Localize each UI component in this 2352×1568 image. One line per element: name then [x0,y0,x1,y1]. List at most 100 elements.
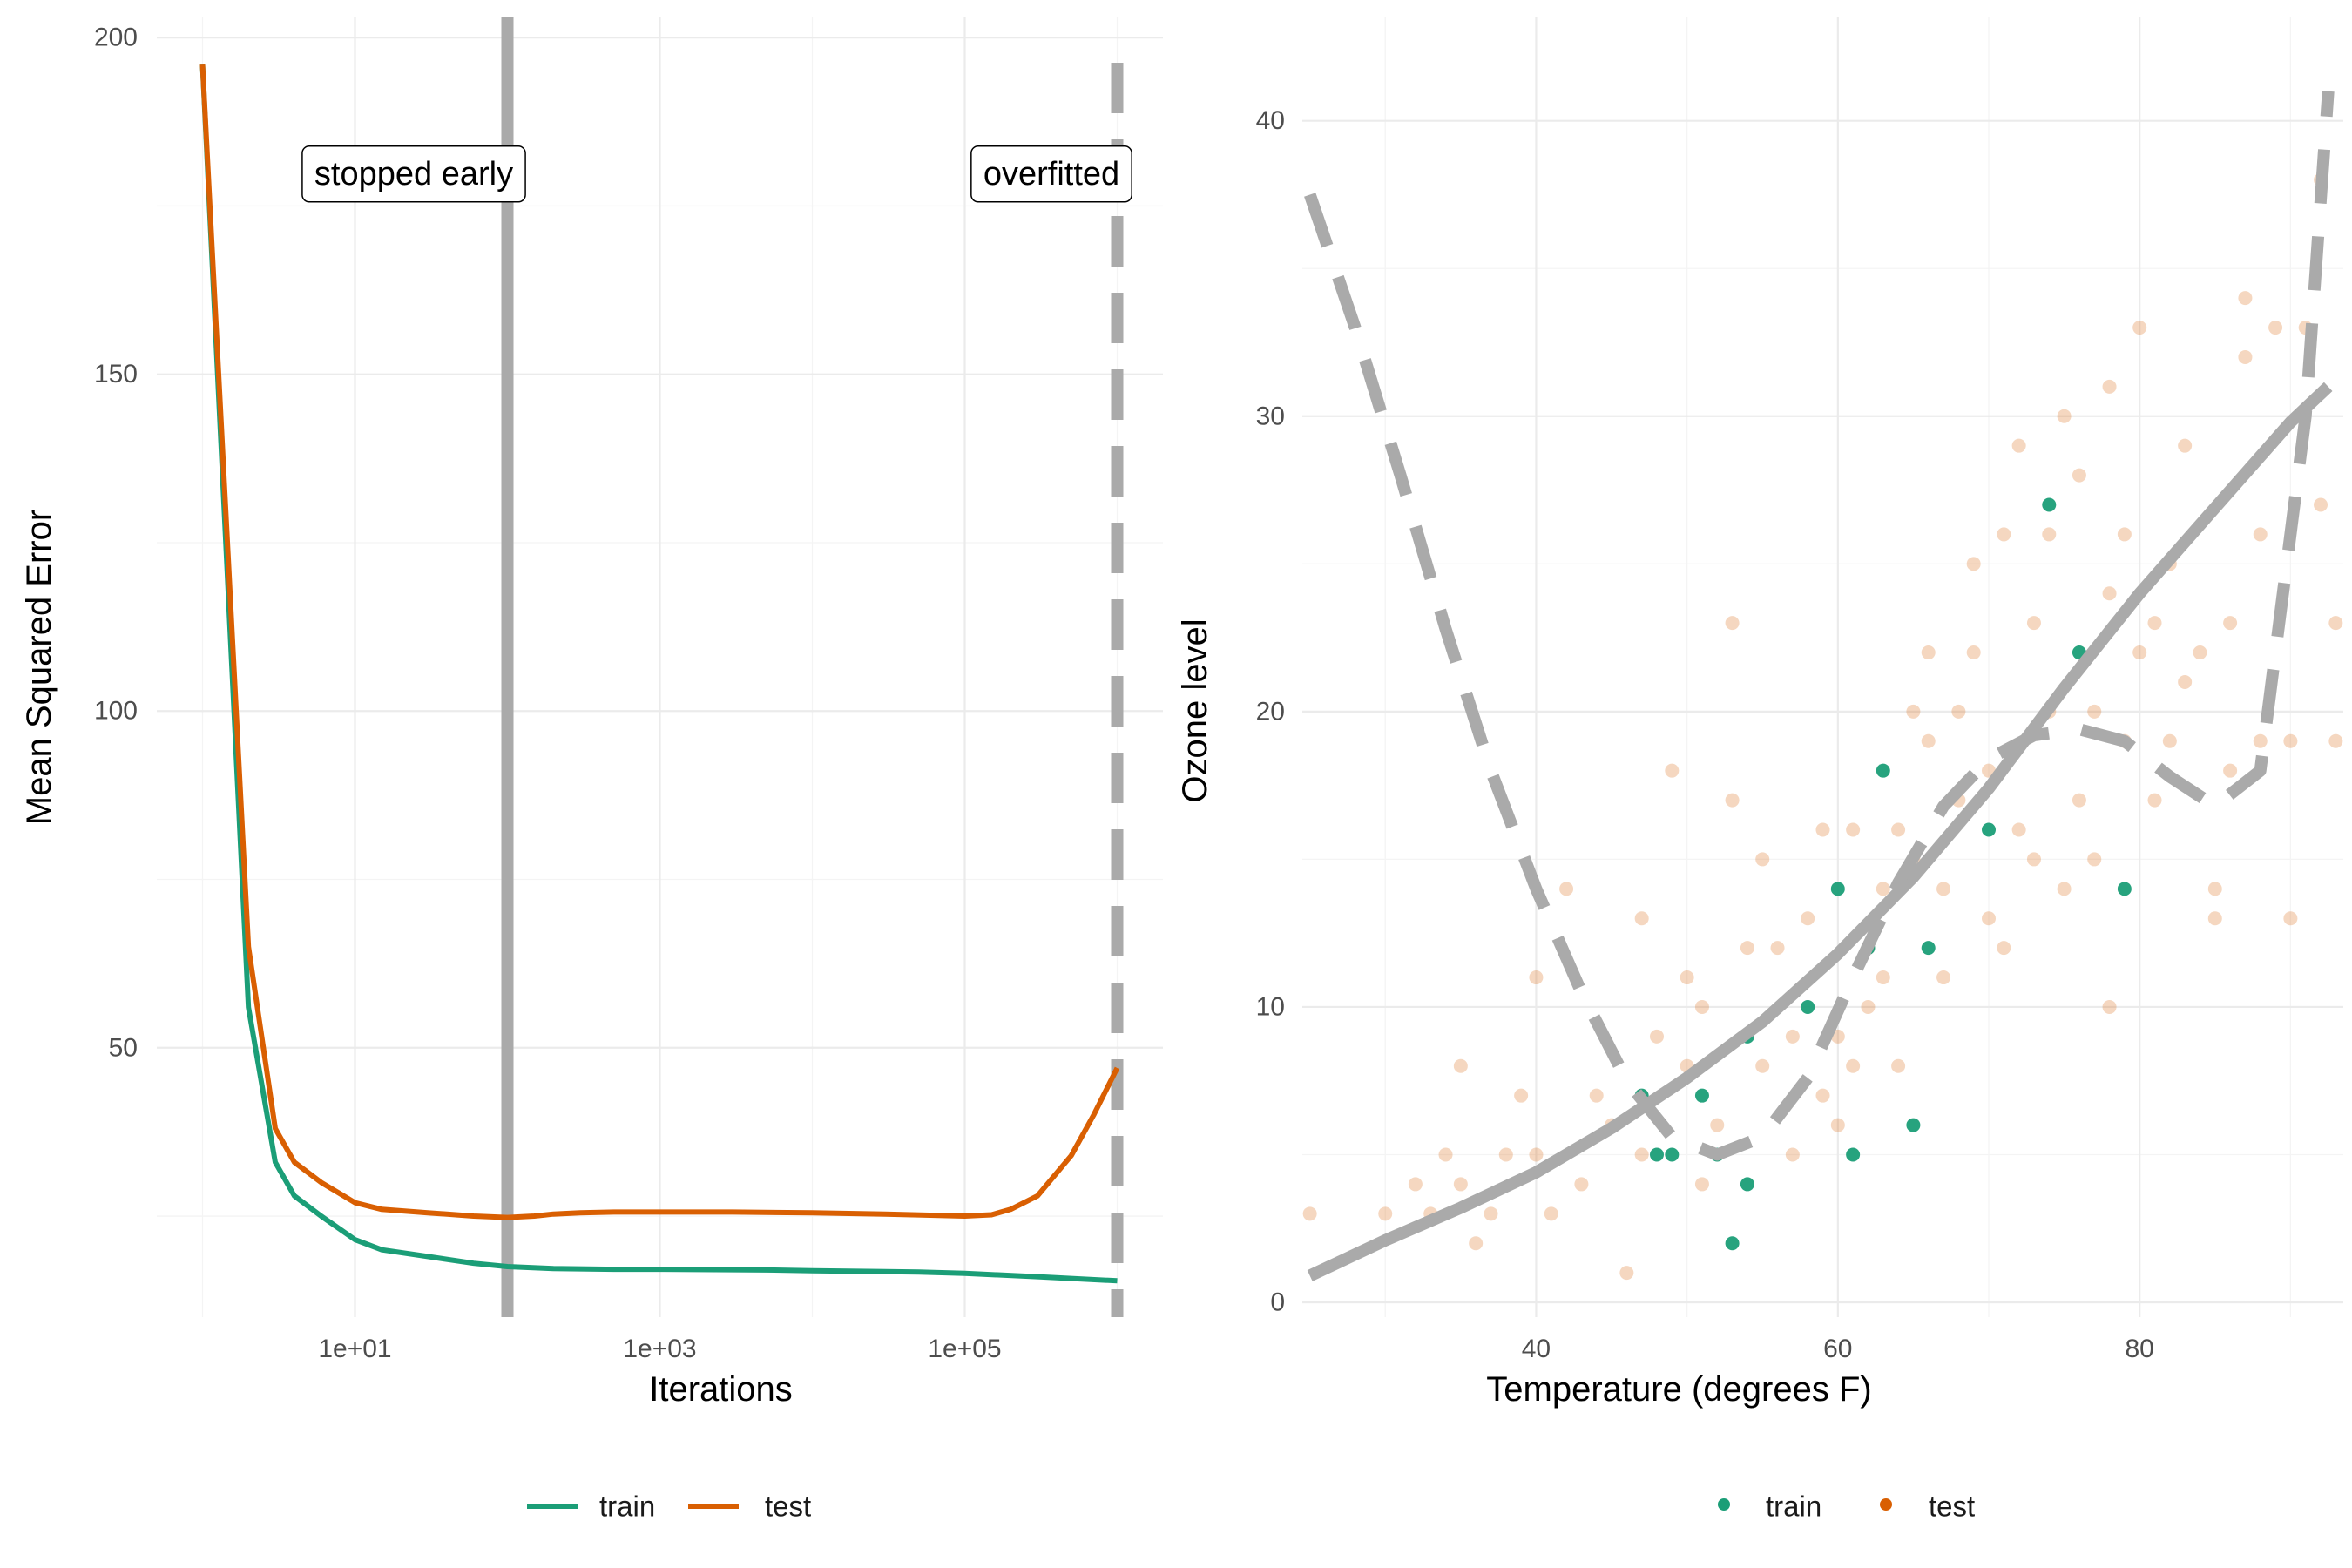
legend-label-train: train [1766,1490,1821,1523]
x-tick-label: 1e+01 [318,1335,391,1363]
x-tick-label: 1e+03 [623,1335,696,1363]
y-tick-label: 10 [1256,992,1285,1021]
test-point [2207,911,2222,926]
overfit-line [1304,91,2335,1161]
test-point [2238,349,2253,364]
train-point [1740,1177,1754,1192]
test-point [2026,852,2041,867]
test-point [2314,497,2328,512]
stopped-early-label-box [301,145,526,203]
mse-series [199,64,1120,1284]
mse-x-tick-labels: 1e+01 1e+03 1e+05 [318,1335,1001,1363]
test-point [1589,1088,1604,1103]
test-point [2147,793,2162,808]
test-point [1966,557,1981,571]
test-point [1514,1088,1529,1103]
test-point [1649,1029,1664,1044]
ozone-panel: 40 60 80 0 10 20 30 40 Temperature (degr… [1176,17,2343,1523]
legend-key-test [1880,1498,1892,1511]
test-point [1559,882,1574,896]
test-point [1408,1177,1423,1192]
x-axis-title: Temperature (degrees F) [1486,1370,1871,1409]
train-line [199,64,1118,1284]
test-point [1302,1206,1317,1221]
test-point [1876,882,1890,896]
train-point [1649,1147,1664,1162]
test-point [2328,733,2343,748]
test-point [1755,1058,1770,1073]
ozone-x-tick-labels: 40 60 80 [1522,1335,2154,1363]
y-tick-label: 0 [1270,1288,1285,1317]
test-point [1891,1058,1906,1073]
test-point [1529,970,1544,985]
test-point [1846,822,1861,837]
test-point [1906,704,1921,719]
ozone-fits [1304,91,2335,1281]
test-point [2132,321,2147,335]
ozone-gridlines [1302,17,2343,1317]
test-point [2011,438,2026,453]
test-point [2042,527,2057,542]
test-point [1725,793,1740,808]
y-tick-label: 150 [94,360,138,389]
mse-annotations: stopped early overfitted [301,145,1132,203]
test-point [1694,1177,1709,1192]
test-point [2072,793,2086,808]
test-point [2117,527,2132,542]
x-tick-label: 80 [2126,1335,2154,1363]
test-point [1710,1118,1725,1132]
test-point [2132,645,2147,660]
test-point [1378,1206,1393,1221]
test-point [1997,941,2011,956]
train-point [1921,941,1936,956]
test-point [1634,911,1649,926]
mse-legend: train test [527,1490,811,1523]
test-point [2223,763,2238,778]
test-line [199,64,1120,1220]
train-point [2117,882,2132,896]
test-point [2102,999,2117,1014]
test-point [1544,1206,1558,1221]
train-point [1906,1118,1921,1132]
mse-panel: stopped early overfitted 1e+01 1e+03 1e+… [20,17,1163,1523]
test-point [1982,911,1997,926]
test-point [2328,616,2343,631]
test-point [1876,970,1890,985]
test-point [1997,527,2011,542]
test-point [1755,852,1770,867]
test-point [1725,616,1740,631]
mse-y-tick-labels: 50 100 150 200 [94,24,138,1063]
overfitted-label: overfitted [983,156,1119,193]
train-point [1876,763,1890,778]
ozone-y-tick-labels: 0 10 20 30 40 [1256,106,1285,1316]
y-axis-title: Mean Squared Error [20,510,58,825]
test-point [2102,379,2117,394]
legend-label-test: test [765,1490,811,1523]
test-point [2147,616,2162,631]
test-point [2087,852,2102,867]
test-point [2207,882,2222,896]
test-point [1529,1147,1544,1162]
test-point [2072,468,2086,483]
test-point [1966,645,1981,660]
test-point [2253,527,2268,542]
test-point [1770,941,1785,956]
test-point [1574,1177,1589,1192]
test-point [1846,1058,1861,1073]
train-point [1694,1088,1709,1103]
smooth-fit-line [1307,382,2333,1281]
y-tick-label: 30 [1256,402,1285,430]
test-point [2283,911,2298,926]
test-point [2087,704,2102,719]
train-point [1830,882,1845,896]
mse-gridlines [157,17,1163,1317]
y-axis-title: Ozone level [1176,618,1214,802]
test-point [1484,1206,1498,1221]
test-point [1438,1147,1453,1162]
train-point [1665,1147,1680,1162]
test-point [1680,970,1694,985]
test-point [1936,882,1951,896]
test-point [1453,1177,1468,1192]
test-point [2178,438,2193,453]
